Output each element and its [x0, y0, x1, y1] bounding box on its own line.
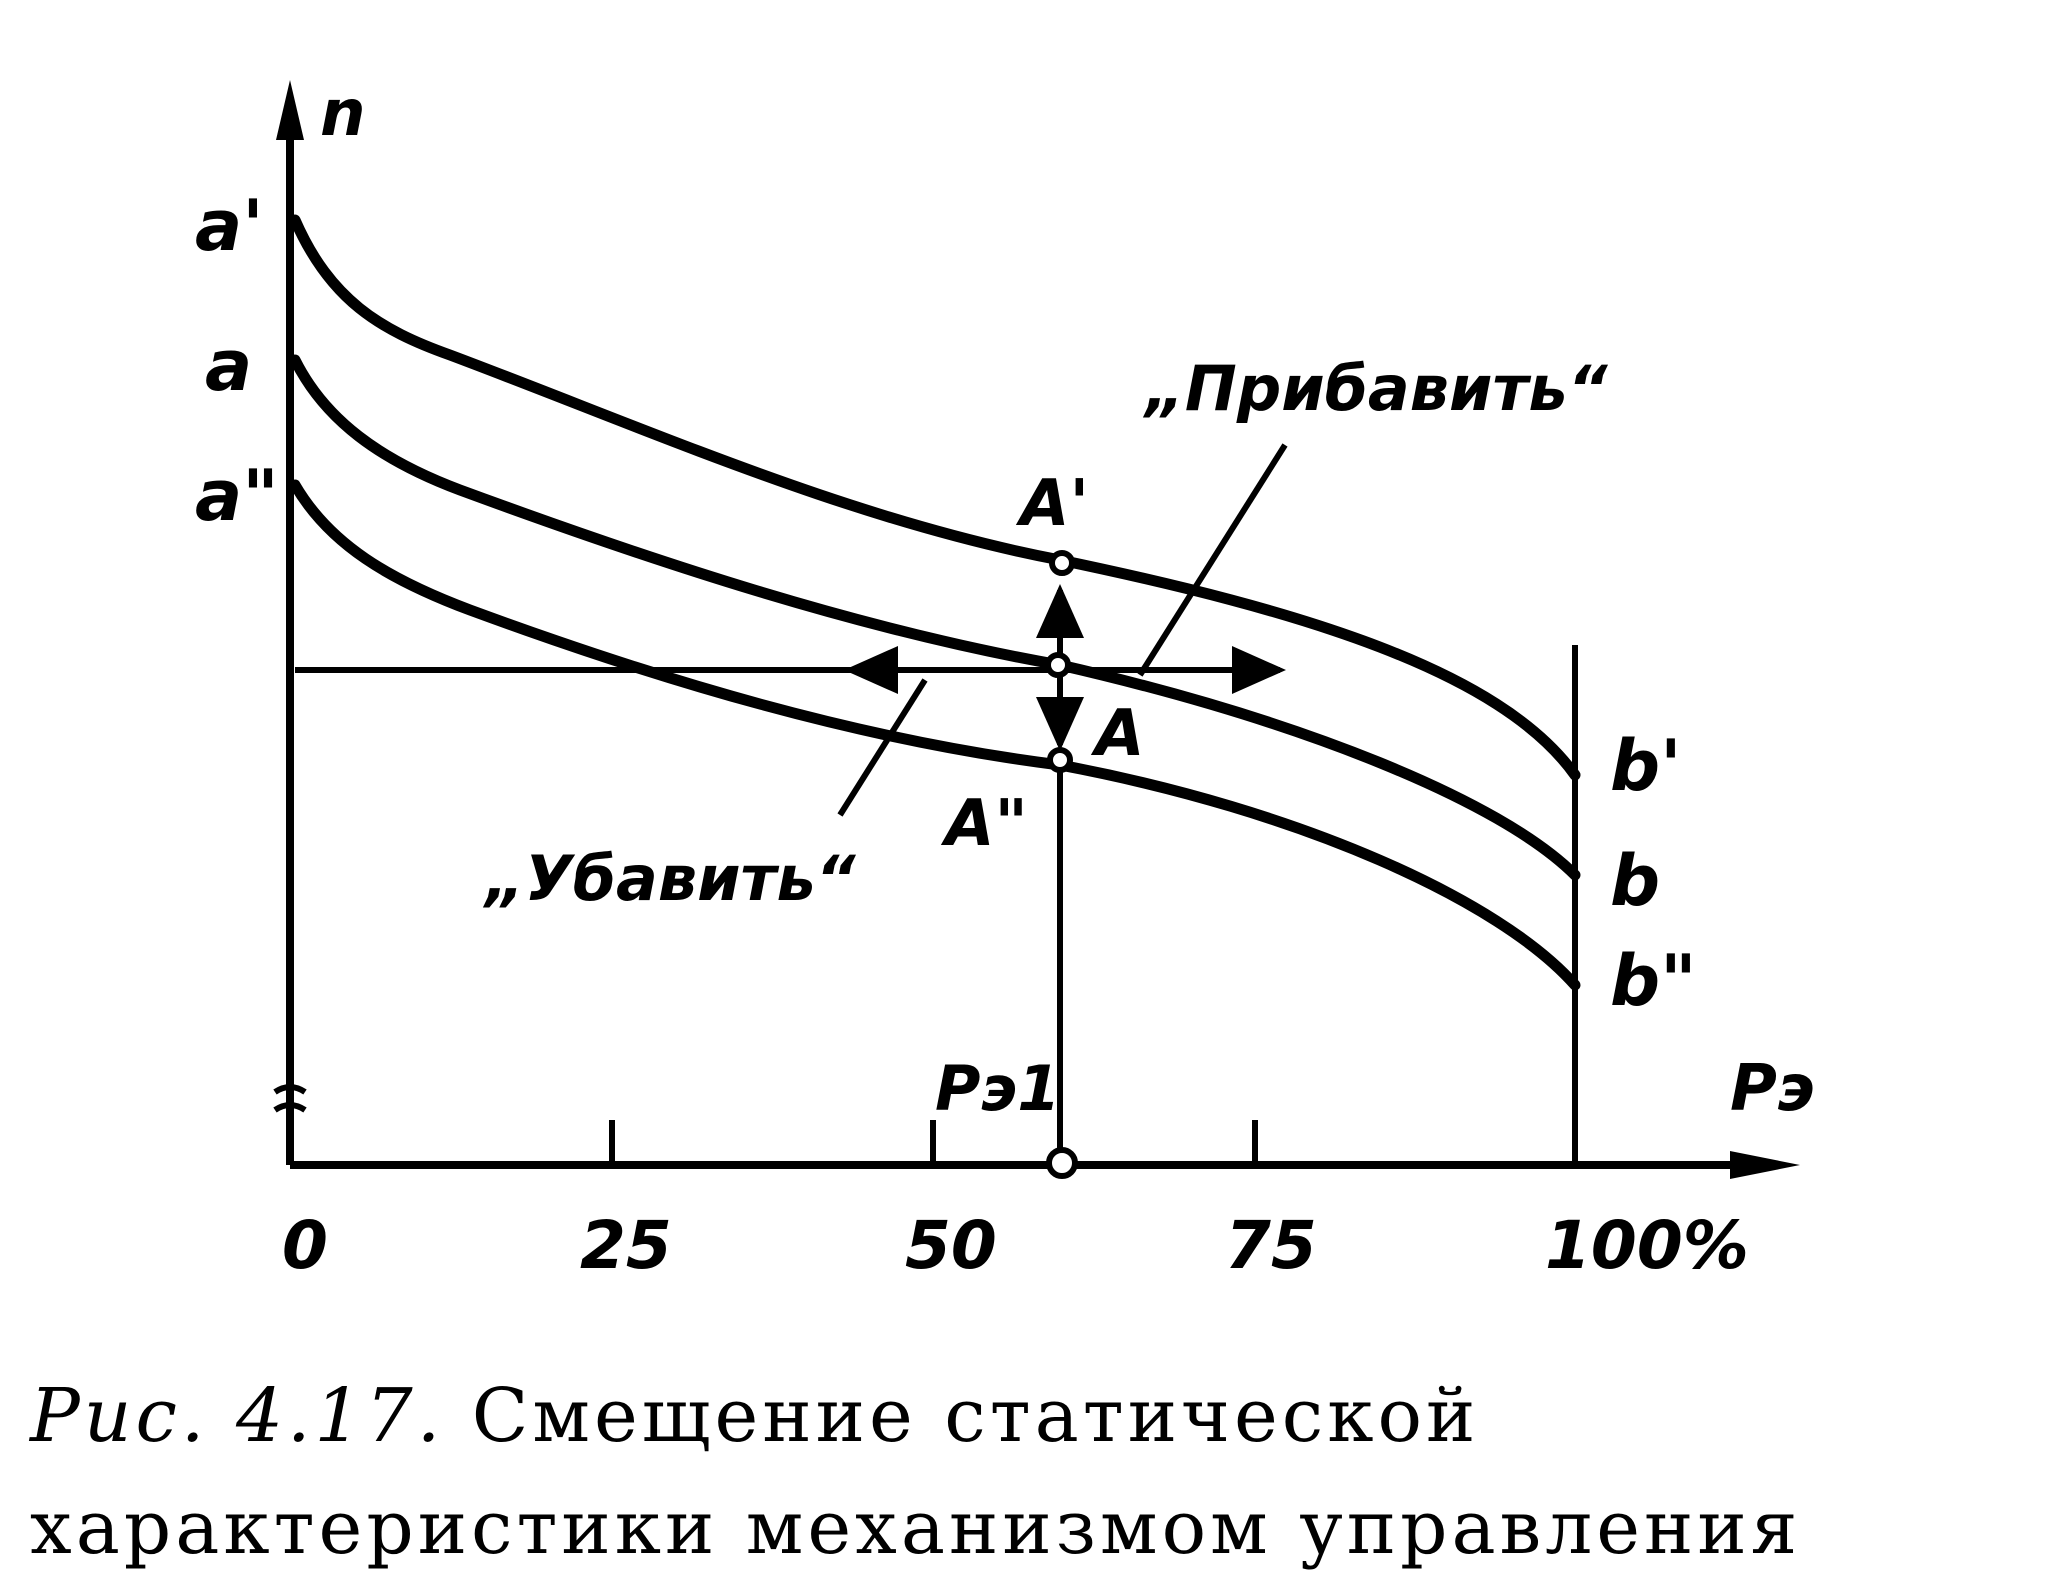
- x-tick-label-75: 75: [1225, 1207, 1317, 1284]
- increase-label: „Прибавить“: [1142, 352, 1609, 425]
- point-middle: [1045, 652, 1071, 678]
- decrease-leader: [837, 678, 928, 817]
- point-label-upper: A': [1015, 467, 1089, 541]
- y-axis-label: n: [320, 77, 366, 151]
- curve-start-label-middle: a: [205, 325, 252, 407]
- curve-end-label-middle: b: [1610, 840, 1660, 922]
- figure-caption: Рис. 4.17. Смещение статической характер…: [30, 1360, 2030, 1584]
- x-axis-label: Pэ: [1730, 1052, 1815, 1126]
- x-axis-arrow: [1730, 1151, 1800, 1179]
- increase-leader: [1137, 443, 1288, 677]
- curve-lower: [289, 479, 1581, 991]
- point-label-lower: A": [940, 787, 1028, 861]
- curve-end-label-lower: b": [1610, 940, 1697, 1022]
- curve-end-label-upper: b': [1610, 725, 1682, 807]
- curve-start-label-lower: a": [195, 455, 279, 537]
- caption-text: Смещение статической характеристики меха…: [30, 1373, 1802, 1571]
- point-load-on-axis: [1046, 1147, 1078, 1179]
- decrease-label: „Убавить“: [482, 842, 857, 915]
- y-axis-arrow: [276, 80, 304, 140]
- point-label-middle: A: [1090, 697, 1145, 771]
- operating-load-label: Pэ1: [935, 1052, 1060, 1125]
- x-tick-label-100: 100%: [1545, 1207, 1749, 1284]
- x-tick-label-50: 50: [905, 1207, 997, 1284]
- x-tick-label-0: 0: [282, 1207, 328, 1284]
- axis-break-mark: [273, 1084, 307, 1113]
- curve-upper: [289, 214, 1581, 781]
- figure-number: Рис. 4.17.: [30, 1373, 445, 1459]
- x-tick-label-25: 25: [580, 1207, 672, 1284]
- point-lower: [1047, 747, 1073, 773]
- point-upper: [1049, 550, 1075, 576]
- curve-middle: [289, 354, 1581, 881]
- curve-start-label-upper: a': [195, 185, 264, 267]
